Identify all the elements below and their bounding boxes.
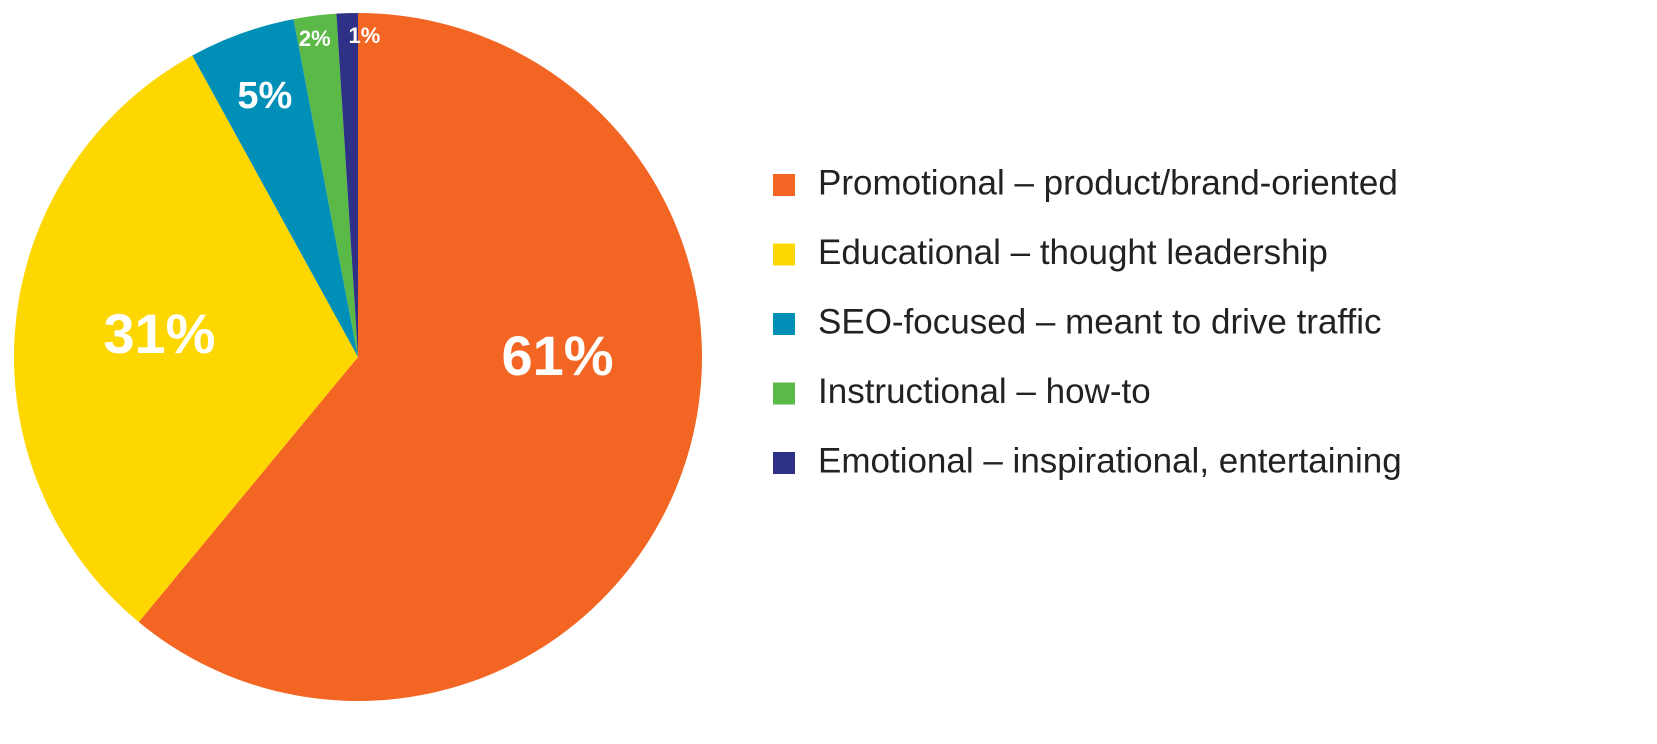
legend-swatch: [773, 452, 795, 474]
data-label: 2%: [299, 26, 331, 51]
data-label: 1%: [348, 23, 380, 48]
legend-swatch: [773, 313, 795, 335]
legend-swatch: [773, 382, 795, 405]
legend-swatch: [773, 243, 795, 266]
data-label: 61%: [501, 324, 613, 387]
legend-label: Educational – thought leadership: [818, 233, 1328, 272]
pie-slice: [13, 55, 359, 623]
pie-slice: [293, 13, 358, 358]
data-label: 5%: [237, 75, 292, 117]
legend-label: Promotional – product/brand-oriented: [818, 163, 1398, 202]
legend-label: Emotional – inspirational, entertaining: [818, 441, 1402, 480]
legend-label: Instructional – how-to: [818, 372, 1151, 411]
data-label: 31%: [103, 302, 215, 365]
legend-swatch: [773, 174, 795, 196]
pie-slice: [138, 13, 703, 701]
legend-label: SEO-focused – meant to drive traffic: [818, 302, 1382, 341]
pie-slice: [336, 13, 358, 357]
pie-slice: [192, 19, 358, 357]
